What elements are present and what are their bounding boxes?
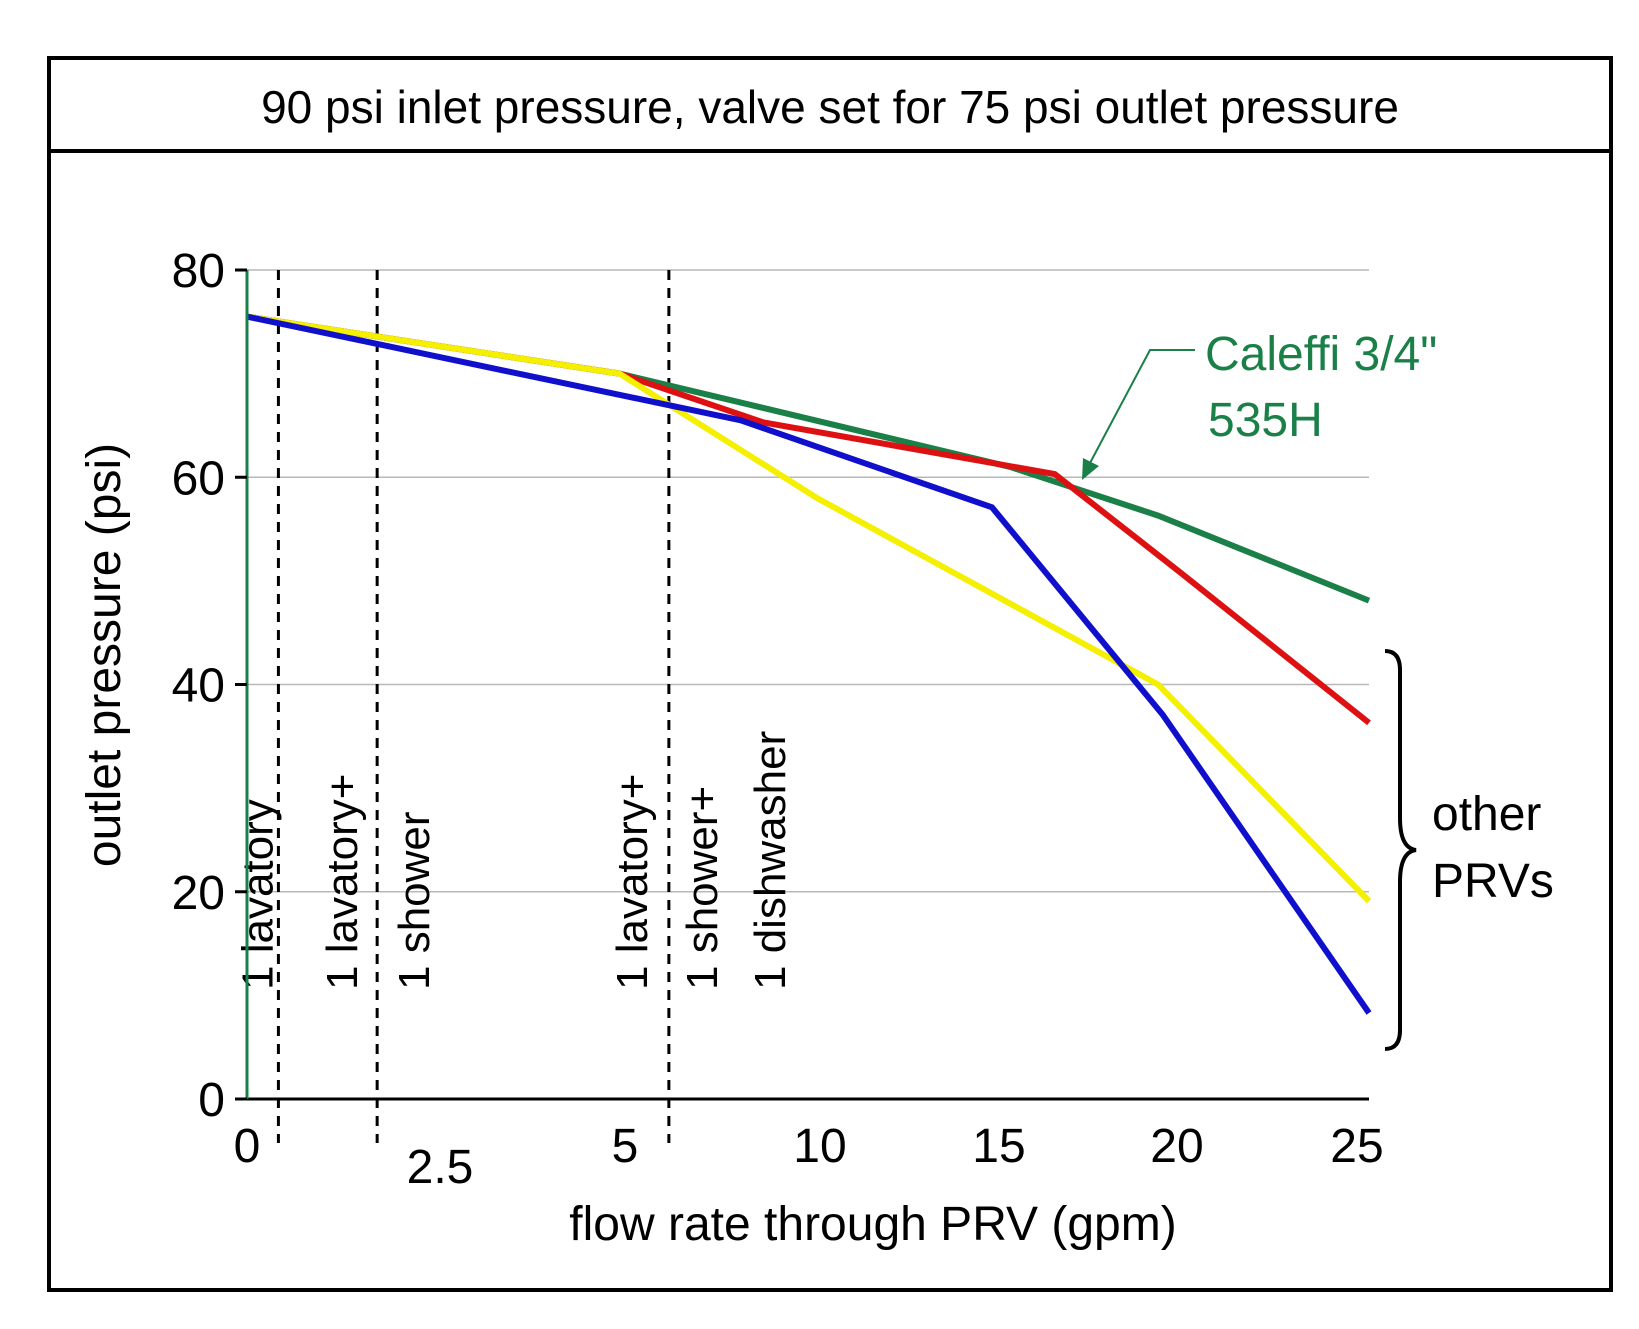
series-line-4	[246, 313, 1372, 1015]
reference-labels: 1 lavatory 1 lavatory+ 1 shower 1 lavatory+…	[233, 731, 794, 990]
reference-label-2-line-1: 1 lavatory+	[318, 774, 367, 990]
other-prvs-callout: other PRVs	[1384, 649, 1554, 1051]
other-prvs-label-line1: other	[1432, 788, 1541, 841]
x-tick-label-2.5: 2.5	[407, 1141, 474, 1194]
reference-label-1-line-1: 1 lavatory	[233, 799, 282, 990]
series-line-1	[246, 313, 1371, 604]
y-tick-label-20: 20	[172, 867, 225, 920]
x-axis-label: flow rate through PRV (gpm)	[569, 1198, 1176, 1251]
y-axis-label: outlet pressure (psi)	[78, 443, 131, 867]
chart-title: 90 psi inlet pressure, valve set for 75 …	[261, 81, 1399, 133]
caleffi-label-line1: Caleffi 3/4"	[1205, 328, 1437, 381]
gridlines	[247, 269, 1369, 893]
brace-icon	[1384, 649, 1417, 1051]
caleffi-callout: Caleffi 3/4" 535H	[1082, 328, 1437, 480]
series-line-2	[246, 313, 1371, 726]
y-tick-label-0: 0	[198, 1074, 225, 1127]
y-tick-label-60: 60	[172, 452, 225, 505]
caleffi-callout-arrowhead	[1082, 458, 1099, 480]
tick-labels: 0 20 40 60 80 0 2.5 5 10 15 20 25	[172, 245, 1384, 1194]
series-line-3	[246, 313, 1372, 904]
x-tick-label-0: 0	[234, 1120, 261, 1173]
x-tick-label-5: 5	[612, 1120, 639, 1173]
caleffi-callout-line	[1089, 349, 1195, 464]
x-tick-label-20: 20	[1150, 1120, 1203, 1173]
x-tick-label-10: 10	[793, 1120, 846, 1173]
reference-label-3-line-3: 1 dishwasher	[746, 731, 795, 990]
reference-label-3-line-2: 1 shower+	[678, 786, 727, 990]
reference-lines	[276, 270, 671, 1143]
series-lines	[246, 313, 1372, 1015]
caleffi-label-line2: 535H	[1208, 394, 1323, 447]
y-tick-label-80: 80	[172, 245, 225, 298]
axes	[235, 268, 1369, 1101]
reference-label-3-line-1: 1 lavatory+	[608, 774, 657, 990]
x-tick-label-15: 15	[972, 1120, 1025, 1173]
reference-label-2-line-2: 1 shower	[390, 811, 439, 990]
chart-frame	[47, 56, 1613, 1292]
x-tick-label-25: 25	[1330, 1120, 1383, 1173]
y-tick-label-40: 40	[172, 660, 225, 713]
other-prvs-label-line2: PRVs	[1432, 855, 1554, 908]
